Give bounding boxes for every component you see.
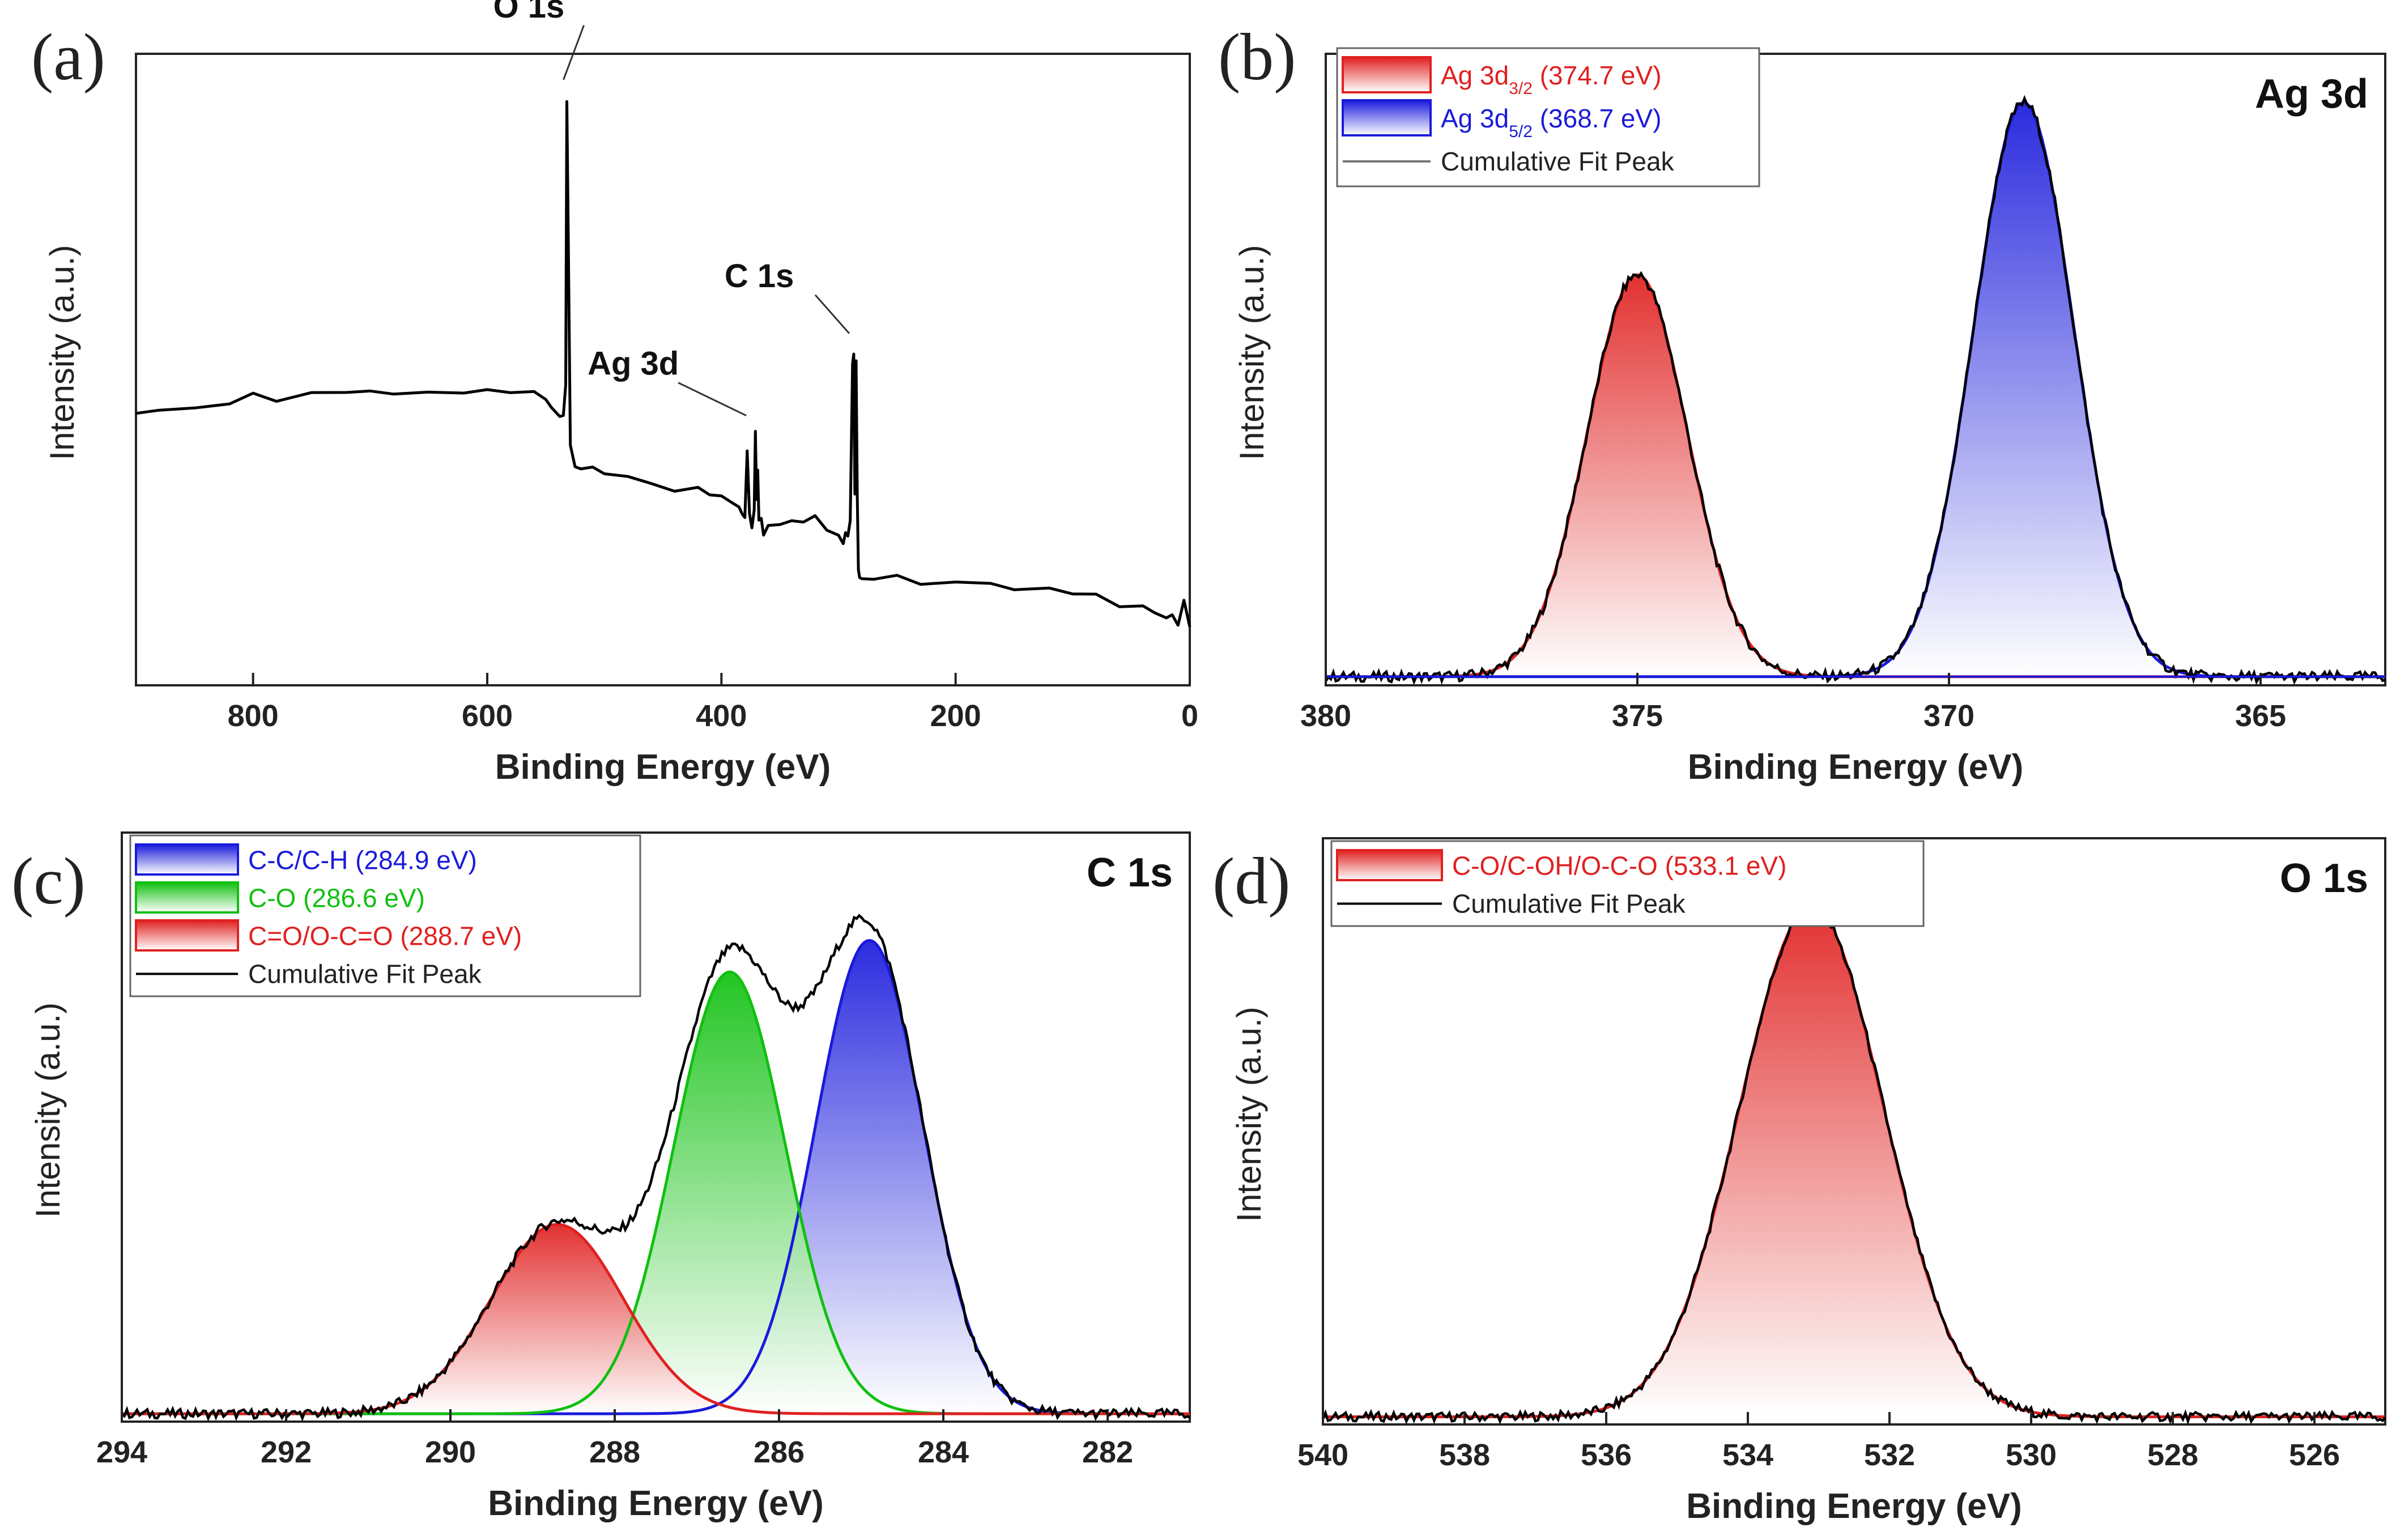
panel-b-ag3d: (b) 380 375 370 365 Ag 3d3/2 (374.7 eV)Ag 3… <box>1218 20 2386 787</box>
peak-annotation-leader <box>563 25 585 80</box>
series-layer-c <box>121 914 1191 1422</box>
panel-c-c1s: (c) 294 292 290 288 286 284 282 C-C/C-H (284.9… <box>11 831 1191 1523</box>
y-axis-label-a: Intensity (a.u.) <box>43 245 81 460</box>
plot-frame-c <box>121 831 1191 1423</box>
panel-letter-b: (b) <box>1218 20 1296 94</box>
peak-annotation-label: Ag 3d <box>588 345 679 382</box>
legend-swatch <box>135 843 239 876</box>
x-tick-label: 294 <box>96 1435 147 1469</box>
peak-fill <box>1326 103 2385 677</box>
x-tick-label: 292 <box>261 1435 312 1469</box>
x-tick-label: 528 <box>2147 1438 2198 1472</box>
peak-outline <box>1326 273 2385 679</box>
panel-a-survey: (a) 800 600 400 200 0 O 1s Ag 3d C 1s Binding … <box>31 0 1198 787</box>
x-tick-label: 600 <box>462 699 513 733</box>
legend-label-sub: 5/2 <box>1509 122 1533 141</box>
x-tick-label: 536 <box>1581 1438 1632 1472</box>
legend-label-sub: 3/2 <box>1509 79 1533 98</box>
x-tick-label: 282 <box>1082 1435 1133 1469</box>
legend-label: Ag 3d5/2 (368.7 eV) <box>1441 104 1662 141</box>
x-tick-label: 534 <box>1722 1438 1773 1472</box>
series-layer-d <box>1321 901 2386 1426</box>
series-layer-a <box>135 100 1191 628</box>
legend-label: Cumulative Fit Peak <box>248 959 482 989</box>
x-tick-label: 370 <box>1923 699 1974 733</box>
plot-frame-d <box>1322 837 2386 1426</box>
legend-label: C-O/C-OH/O-C-O (533.1 eV) <box>1452 851 1786 881</box>
x-axis-label-c: Binding Energy (eV) <box>488 1484 823 1523</box>
x-tick-label: 286 <box>754 1435 805 1469</box>
x-tick-label: 200 <box>930 699 981 733</box>
panel-letter-d: (d) <box>1212 844 1291 918</box>
legend-label-main: Ag 3d <box>1441 61 1509 90</box>
legend-label: Cumulative Fit Peak <box>1441 147 1675 176</box>
x-tick-label: 365 <box>2235 699 2286 733</box>
cumulative-fit-line <box>121 914 1191 1422</box>
x-tick-label: 530 <box>2006 1438 2057 1472</box>
legend-label-rest: (374.7 eV) <box>1533 61 1662 90</box>
plot-frame-a <box>135 53 1191 686</box>
peak-fill <box>122 940 1190 1414</box>
peak-annotation-label: C 1s <box>725 258 794 295</box>
x-tick-label: 540 <box>1297 1438 1348 1472</box>
legend-b: Ag 3d3/2 (374.7 eV)Ag 3d5/2 (368.7 eV)Cu… <box>1336 47 1760 187</box>
x-axis-label-d: Binding Energy (eV) <box>1686 1487 2022 1526</box>
peak-annotation-leader <box>814 294 850 334</box>
x-axis-label-b: Binding Energy (eV) <box>1688 748 2023 787</box>
chart-title-d: O 1s <box>2280 856 2368 901</box>
peak-fill <box>122 972 1190 1414</box>
peak-fill <box>122 1224 1190 1414</box>
cumulative-fit-line <box>1321 901 2386 1426</box>
y-axis-label-d: Intensity (a.u.) <box>1230 1006 1268 1222</box>
x-tick-label: 526 <box>2289 1438 2340 1472</box>
legend-swatch <box>1342 56 1432 93</box>
panel-letter-c: (c) <box>11 844 86 918</box>
legend-swatch <box>1342 99 1432 136</box>
x-ticks-a: 800 600 400 200 0 <box>228 673 1198 733</box>
legend-label: Ag 3d3/2 (374.7 eV) <box>1441 61 1662 98</box>
y-axis-label-c: Intensity (a.u.) <box>29 1003 67 1218</box>
x-ticks-c: 294 292 290 288 286 284 282 <box>96 1409 1133 1469</box>
x-tick-label: 800 <box>228 699 279 733</box>
x-tick-label: 532 <box>1864 1438 1915 1472</box>
panel-d-o1s: (d) 540 538 536 534 532 530 528 526 C-O/C-OH/O-… <box>1212 837 2386 1526</box>
legend-label: Cumulative Fit Peak <box>1452 889 1686 919</box>
legend-label: C-C/C-H (284.9 eV) <box>248 846 477 875</box>
x-tick-label: 400 <box>696 699 747 733</box>
panel-letter-a: (a) <box>31 20 105 94</box>
peak-fill <box>1326 275 2385 677</box>
x-tick-label: 284 <box>918 1435 969 1469</box>
legend-d: C-O/C-OH/O-C-O (533.1 eV) Cumulative Fit … <box>1330 840 1925 927</box>
chart-title-c: C 1s <box>1087 850 1173 895</box>
x-tick-label: 288 <box>589 1435 640 1469</box>
peak-outline <box>1326 101 2385 679</box>
peak-annotations-a: O 1s Ag 3d C 1s <box>493 0 850 417</box>
x-tick-label: 290 <box>425 1435 476 1469</box>
legend-label: C-O (286.6 eV) <box>248 884 425 913</box>
legend-label-main: Ag 3d <box>1441 104 1509 133</box>
survey-spectrum-line <box>135 100 1191 628</box>
y-axis-label-b: Intensity (a.u.) <box>1233 245 1271 460</box>
chart-title-b: Ag 3d <box>2255 71 2368 117</box>
x-tick-label: 380 <box>1300 699 1351 733</box>
peak-fill <box>1323 907 2385 1417</box>
peak-annotation-leader <box>678 382 747 417</box>
plot-frame-b <box>1325 53 2386 686</box>
x-axis-label-a: Binding Energy (eV) <box>495 748 831 787</box>
legend-swatch <box>135 919 239 952</box>
x-tick-label: 0 <box>1181 699 1198 733</box>
series-layer-b <box>1325 95 2386 685</box>
x-ticks-d: 540 538 536 534 532 530 528 526 <box>1297 1412 2340 1472</box>
legend-swatch <box>135 881 239 914</box>
x-tick-label: 375 <box>1612 699 1663 733</box>
x-tick-label: 538 <box>1439 1438 1490 1472</box>
legend-label-rest: (368.7 eV) <box>1533 104 1662 133</box>
x-ticks-b: 380 375 370 365 <box>1300 673 2286 733</box>
legend-label: C=O/O-C=O (288.7 eV) <box>248 922 522 951</box>
legend-c: C-C/C-H (284.9 eV) C-O (286.6 eV) C=O/O-C=… <box>129 834 641 997</box>
legend-swatch <box>1336 849 1443 881</box>
peak-annotation-label: O 1s <box>493 0 565 25</box>
